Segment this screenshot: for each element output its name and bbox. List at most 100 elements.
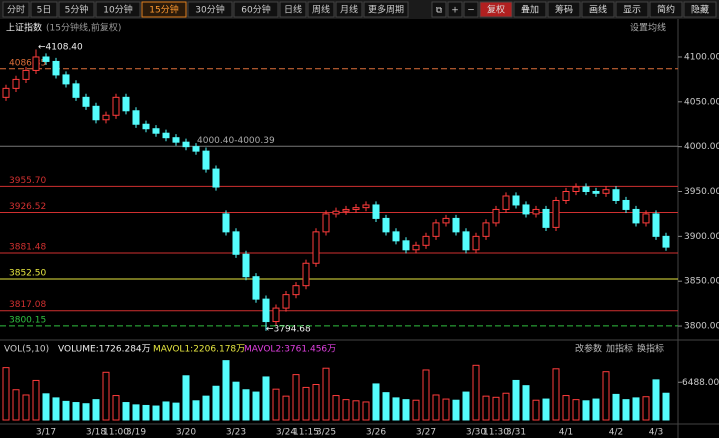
period-button[interactable]	[141, 1, 187, 18]
volume-bar	[582, 400, 590, 421]
candle-body	[382, 217, 390, 233]
tool-button[interactable]	[513, 1, 547, 18]
period-button[interactable]	[363, 1, 409, 18]
tool-label: 隐藏	[691, 4, 709, 16]
level-label: 3881.48	[9, 242, 46, 252]
x-tick-label: 3/26	[366, 428, 386, 438]
tool-button[interactable]	[649, 1, 683, 18]
volume-bar	[282, 395, 290, 421]
icon-button[interactable]	[447, 1, 463, 18]
period-button[interactable]	[2, 1, 30, 18]
volume-bar	[652, 379, 660, 421]
period-button[interactable]	[30, 1, 58, 18]
candle-body	[402, 240, 410, 251]
x-tick-label: 3/17	[36, 428, 56, 438]
candle-body	[182, 141, 190, 148]
candle-body	[482, 222, 490, 237]
vol-button[interactable]: 改参数	[575, 343, 602, 355]
tool-button[interactable]	[683, 1, 717, 18]
y-tick-label: 3900.00	[684, 232, 719, 242]
volume-bar	[182, 375, 190, 421]
candle-body	[412, 244, 420, 251]
candle-body	[42, 56, 50, 62]
period-button[interactable]	[58, 1, 95, 18]
level-label: 3852.50	[9, 268, 46, 278]
candle-body	[292, 285, 300, 296]
volume-bar	[602, 371, 610, 421]
candle-body	[392, 231, 400, 242]
tool-label: 简约	[657, 4, 675, 16]
tool-button[interactable]	[479, 1, 513, 18]
volume-bar	[162, 401, 170, 421]
volume-bar	[292, 374, 300, 421]
volume-bar	[362, 401, 370, 421]
x-tick-label: 3/20	[176, 428, 196, 438]
icon-button[interactable]	[431, 1, 447, 18]
chart-mode: (15分钟线,前复权)	[46, 22, 121, 34]
volume-bar	[532, 399, 540, 421]
tool-button[interactable]	[547, 1, 581, 18]
level-label: 4000.40-4000.39	[197, 136, 275, 146]
candle-body	[452, 217, 460, 233]
candle-body	[122, 96, 130, 112]
candle-body	[162, 132, 170, 139]
ma-settings[interactable]: 设置均线	[630, 22, 666, 34]
volume-bar	[22, 394, 30, 421]
candle-body	[492, 208, 500, 224]
icon: −	[467, 6, 475, 16]
icon-button[interactable]	[463, 1, 479, 18]
volume-bar	[272, 388, 280, 421]
candle-body	[322, 213, 330, 233]
period-button[interactable]	[335, 1, 363, 18]
y-tick-label: 3850.00	[684, 277, 719, 287]
candle-body	[422, 235, 430, 246]
period-button[interactable]	[95, 1, 141, 18]
x-tick-label: 3/19	[126, 428, 146, 438]
y-tick-label: 4050.00	[684, 97, 719, 107]
period-label: 5分钟	[65, 4, 89, 16]
period-label: 日线	[284, 4, 302, 16]
period-button[interactable]	[279, 1, 307, 18]
candle-body	[62, 74, 70, 85]
period-label: 分时	[7, 4, 25, 16]
tool-button[interactable]	[581, 1, 615, 18]
volume-bar	[412, 399, 420, 421]
candle-body	[12, 78, 20, 89]
candle-body	[462, 231, 470, 251]
volume-bar	[2, 367, 10, 421]
volume-bar	[402, 399, 410, 421]
volume-bar	[172, 402, 180, 421]
volume-bar	[482, 395, 490, 421]
period-button[interactable]	[187, 1, 233, 18]
candle-body	[642, 213, 650, 224]
volume-bar	[612, 393, 620, 421]
vol-button[interactable]: 加指标	[606, 343, 633, 355]
candle-body	[2, 87, 10, 98]
period-button[interactable]	[307, 1, 335, 18]
vol-tick-label: 6488.00万	[682, 378, 719, 388]
volume-bar	[622, 399, 630, 421]
candle-body	[212, 168, 220, 188]
volume-bar	[662, 392, 670, 421]
volume-bar	[452, 399, 460, 421]
candle-body	[592, 191, 600, 194]
candle-body	[562, 191, 570, 201]
level-label: 3817.08	[9, 300, 46, 310]
candle-body	[142, 123, 150, 130]
tool-button[interactable]	[615, 1, 649, 18]
y-tick-label: 3800.00	[684, 322, 719, 332]
vol-button[interactable]: 换指标	[637, 343, 664, 355]
period-label: 10分钟	[103, 4, 132, 16]
volume-bar	[512, 379, 520, 421]
volume-bar	[132, 404, 140, 421]
candle-body	[22, 69, 30, 80]
toolbar-buttons: 分时 5日 5分钟 10分钟 15分钟 30分钟 60分钟 日线 周线 月线 更多周期 ⧉ + − 复权 叠加…	[2, 1, 717, 18]
candle-body	[372, 204, 380, 219]
candle-body	[552, 199, 560, 228]
period-label: 15分钟	[149, 4, 178, 16]
volume-bar	[542, 398, 550, 421]
volume-bar	[632, 397, 640, 421]
period-button[interactable]	[233, 1, 279, 18]
candle-body	[82, 96, 90, 107]
candle-body	[502, 195, 510, 210]
